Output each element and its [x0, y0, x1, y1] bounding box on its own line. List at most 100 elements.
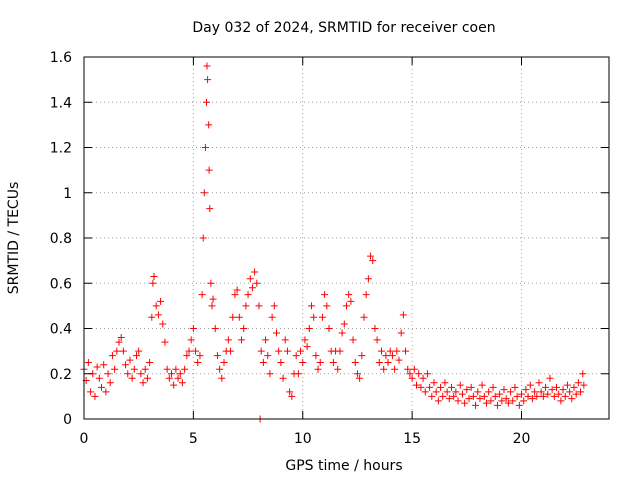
- data-point: [358, 352, 366, 360]
- data-point: [238, 336, 245, 344]
- y-tick-label: 1: [63, 186, 72, 202]
- data-point: [428, 392, 436, 400]
- data-point: [135, 347, 143, 355]
- data-point: [579, 370, 587, 378]
- data-point: [208, 302, 216, 310]
- data-point: [231, 291, 239, 299]
- data-point: [388, 352, 396, 360]
- data-point: [437, 383, 445, 391]
- data-point: [351, 358, 359, 366]
- data-point: [537, 388, 545, 396]
- data-point: [102, 388, 110, 396]
- data-point: [406, 370, 414, 378]
- data-point: [104, 370, 112, 378]
- data-point: [152, 302, 160, 310]
- y-tick-label: 1.6: [50, 50, 72, 66]
- data-point: [84, 358, 92, 366]
- data-point: [224, 336, 232, 344]
- data-point: [119, 347, 127, 355]
- data-point: [318, 313, 326, 321]
- data-point: [382, 352, 390, 360]
- data-point: [563, 381, 571, 389]
- x-tick-label: 20: [513, 431, 531, 447]
- data-point: [122, 361, 130, 369]
- data-point: [189, 325, 197, 332]
- data-point: [205, 166, 213, 174]
- data-point: [434, 397, 442, 405]
- data-point: [259, 358, 267, 366]
- data-point: [356, 374, 364, 382]
- data-point: [124, 370, 132, 378]
- data-point: [255, 302, 263, 310]
- data-point: [463, 386, 471, 394]
- data-point: [360, 313, 368, 321]
- data-point: [312, 352, 320, 360]
- data-point: [98, 383, 105, 391]
- data-point: [393, 347, 401, 355]
- data-point: [489, 383, 497, 391]
- data-point: [220, 358, 228, 366]
- data-point: [242, 302, 250, 310]
- data-point: [430, 379, 438, 387]
- data-point: [542, 383, 550, 391]
- data-point: [522, 386, 530, 394]
- data-point: [253, 279, 261, 287]
- data-point: [467, 383, 475, 391]
- data-point: [288, 392, 296, 400]
- data-point: [448, 383, 455, 391]
- data-point: [206, 205, 214, 213]
- data-point: [395, 356, 403, 364]
- y-tick-label: 0.6: [50, 276, 72, 292]
- data-point: [338, 329, 346, 337]
- data-point: [321, 291, 329, 299]
- data-point: [461, 399, 469, 407]
- data-point: [275, 347, 283, 355]
- data-point: [347, 297, 355, 305]
- data-point: [130, 365, 138, 373]
- y-axis-label: SRMTID / TECUs: [6, 182, 22, 295]
- data-point: [343, 302, 350, 310]
- data-point: [262, 336, 270, 344]
- data-point: [170, 381, 178, 389]
- data-point: [248, 284, 256, 292]
- data-point: [106, 379, 114, 387]
- data-point: [386, 347, 394, 355]
- data-point: [301, 336, 309, 344]
- data-point: [426, 383, 434, 391]
- data-point: [550, 392, 558, 400]
- data-point: [266, 370, 274, 378]
- data-point: [183, 352, 191, 360]
- data-point: [391, 365, 399, 373]
- data-point: [408, 374, 416, 382]
- data-point: [528, 395, 536, 403]
- x-tick-label: 15: [403, 431, 421, 447]
- data-point: [397, 329, 405, 337]
- data-point: [115, 338, 123, 346]
- data-point: [574, 379, 582, 387]
- data-point: [458, 390, 466, 398]
- data-point: [553, 383, 560, 391]
- data-point: [283, 347, 291, 355]
- data-point: [349, 336, 357, 344]
- data-point: [439, 392, 447, 400]
- data-point: [111, 365, 119, 373]
- data-point: [340, 320, 348, 328]
- y-tick-label: 0.4: [50, 322, 72, 338]
- data-point: [308, 302, 315, 310]
- data-point: [154, 311, 162, 319]
- data-point: [518, 390, 525, 398]
- data-point: [531, 388, 539, 396]
- data-point: [566, 388, 574, 396]
- data-point: [452, 388, 460, 396]
- data-point: [441, 379, 449, 387]
- data-point: [454, 397, 462, 405]
- data-point: [456, 381, 464, 389]
- data-point: [198, 291, 206, 299]
- data-point: [93, 363, 101, 371]
- data-point: [410, 365, 418, 373]
- data-point: [362, 291, 370, 299]
- data-point: [402, 347, 410, 355]
- data-point: [100, 361, 108, 369]
- data-point: [570, 383, 578, 391]
